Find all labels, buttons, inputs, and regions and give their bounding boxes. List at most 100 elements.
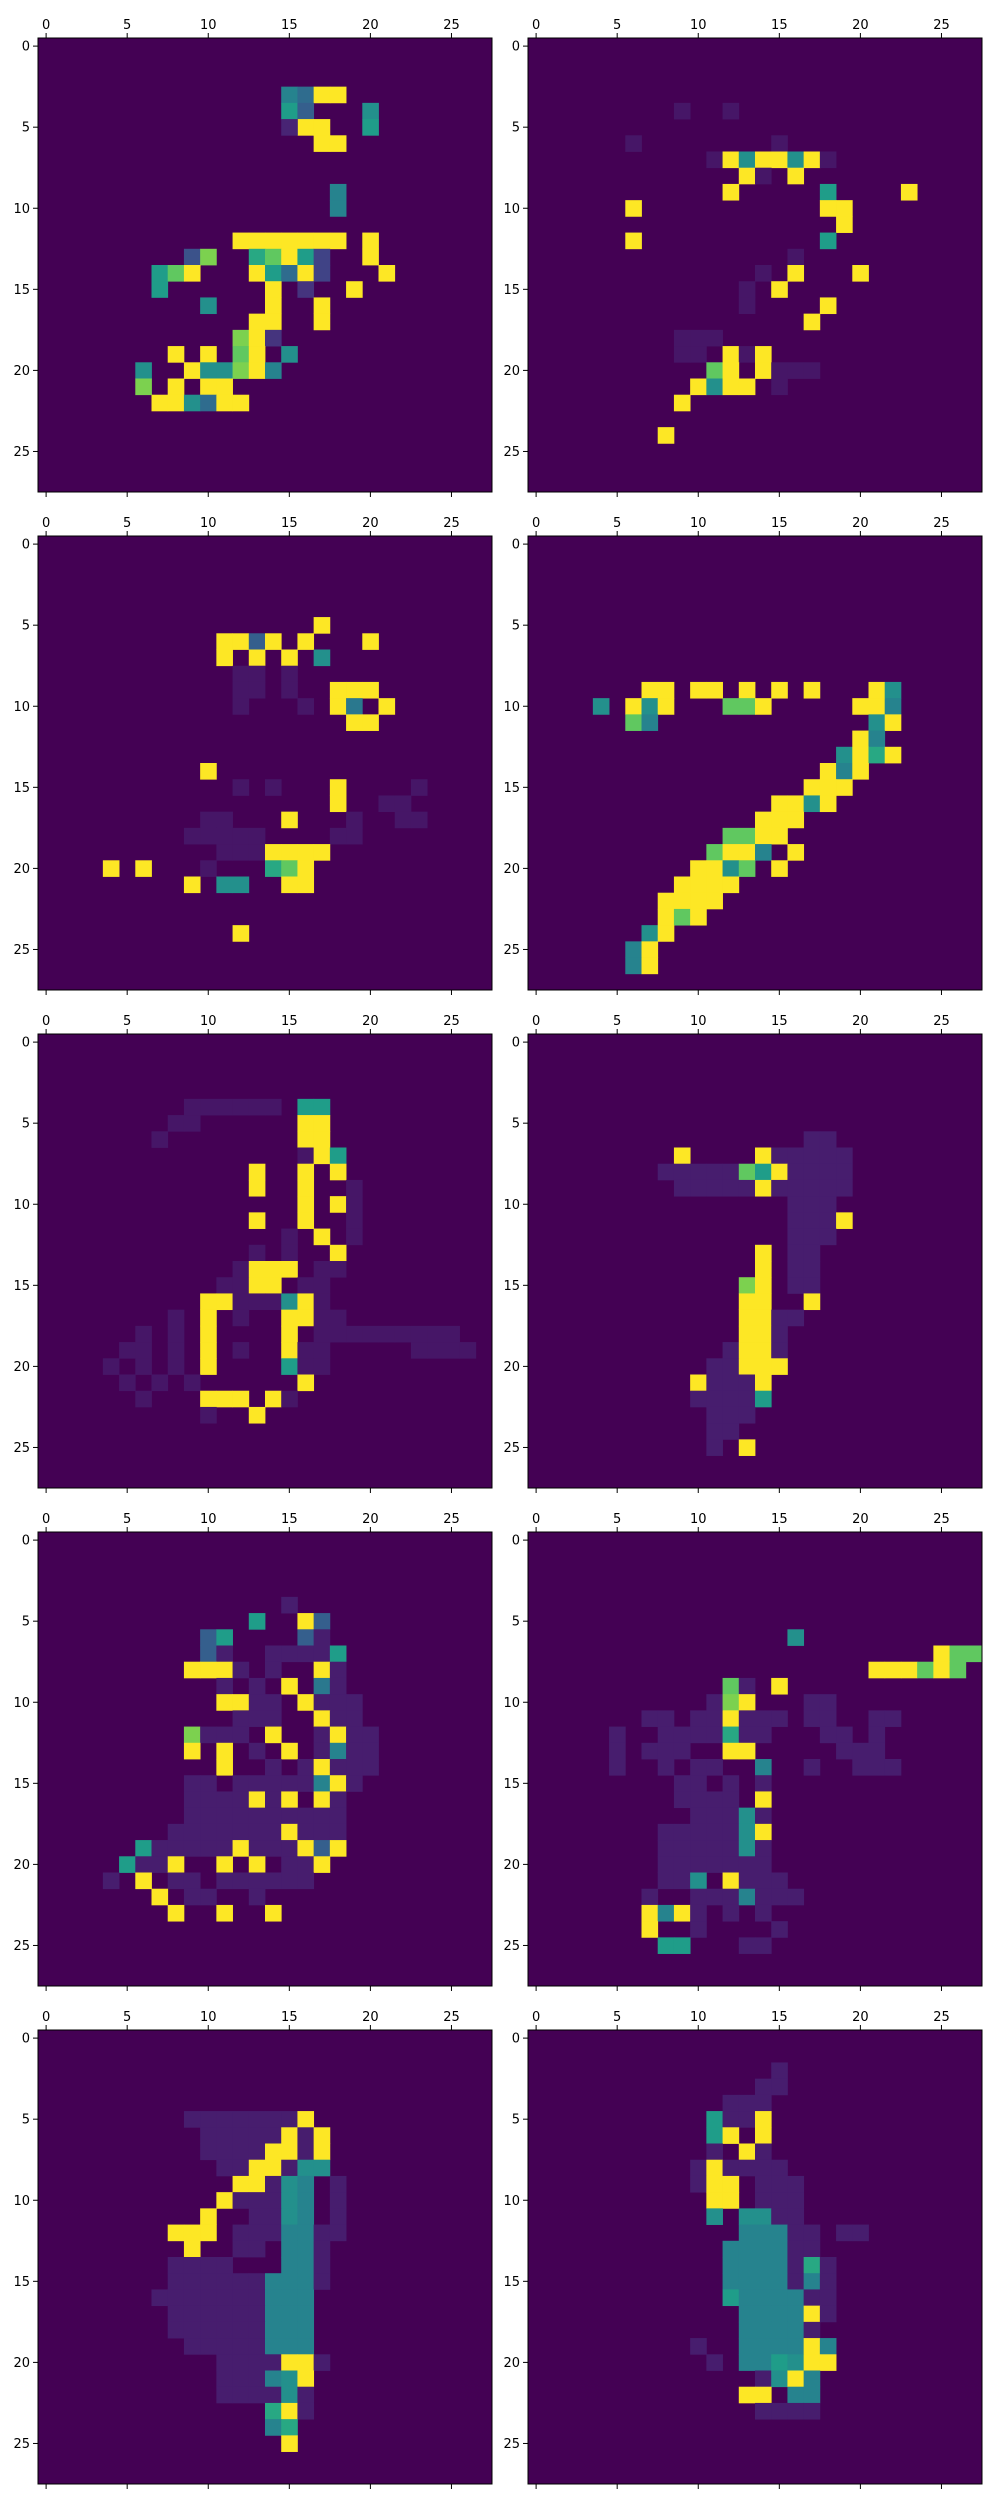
- heatmap-cell: [281, 649, 298, 667]
- heatmap-cell: [755, 2159, 772, 2177]
- heatmap-cell: [852, 265, 869, 282]
- heatmap-cell: [281, 2175, 298, 2193]
- heatmap-cell: [755, 827, 772, 845]
- heatmap-cell: [216, 362, 233, 379]
- heatmap-cell: [265, 1872, 282, 1890]
- heatmap-cell: [706, 1374, 723, 1392]
- heatmap-cell: [248, 2289, 266, 2307]
- heatmap-cell: [771, 2224, 788, 2242]
- y-tick-label: 15: [503, 1279, 520, 1294]
- y-tick-label: 0: [22, 2032, 30, 2047]
- heatmap-cell: [803, 1244, 821, 1262]
- heatmap-cell: [657, 1937, 675, 1954]
- x-tick-label: 10: [690, 1512, 707, 1527]
- heatmap-cell: [755, 265, 772, 282]
- heatmap-cell: [362, 232, 379, 250]
- heatmap-cell: [281, 2435, 298, 2452]
- heatmap-cell: [722, 1358, 740, 1375]
- heatmap-cell: [641, 714, 659, 731]
- y-tick-label: 0: [512, 1534, 520, 1549]
- x-tick-label: 15: [771, 1512, 788, 1527]
- heatmap-cell: [183, 1374, 201, 1392]
- heatmap-cell: [281, 1872, 298, 1890]
- heatmap-cell: [884, 1759, 902, 1776]
- y-tick-label: 0: [512, 40, 520, 55]
- heatmap-cell: [722, 378, 740, 396]
- heatmap-cell: [722, 1390, 740, 1408]
- heatmap-cell: [787, 2273, 805, 2290]
- heatmap-cell: [216, 2386, 233, 2404]
- heatmap-cell: [738, 1406, 756, 1424]
- heatmap-cell: [232, 1277, 250, 1294]
- heatmap-cell: [297, 1694, 315, 1711]
- heatmap-cell: [738, 1872, 756, 1890]
- x-tick-label: 15: [771, 18, 788, 33]
- heatmap-cell: [216, 2192, 233, 2209]
- heatmap-cell: [297, 1147, 315, 1165]
- y-tick-label: 10: [13, 1198, 30, 1213]
- heatmap-cell: [313, 2224, 331, 2242]
- heatmap-cell: [690, 892, 707, 910]
- heatmap-cell: [200, 1791, 217, 1809]
- heatmap-cell: [722, 1710, 740, 1727]
- heatmap-cell: [755, 2143, 772, 2161]
- heatmap-cell: [803, 1228, 821, 1246]
- heatmap-cell: [232, 362, 250, 379]
- heatmap-cell: [738, 1358, 756, 1375]
- heatmap-cell: [297, 2402, 315, 2420]
- heatmap-cell: [755, 1293, 772, 1311]
- heatmap-cell: [329, 183, 347, 201]
- heatmap-cell: [216, 2111, 233, 2128]
- heatmap-cell: [232, 1726, 250, 1744]
- heatmap-cell: [313, 1309, 331, 1327]
- heatmap-cell: [200, 2338, 217, 2355]
- x-tick-label: 0: [42, 516, 50, 531]
- heatmap-cell: [738, 297, 756, 315]
- heatmap-cell: [297, 2192, 315, 2209]
- heatmap-cell: [787, 1244, 805, 1262]
- heatmap-cell: [346, 1196, 363, 1213]
- heatmap-cell: [836, 746, 853, 764]
- heatmap-cell: [738, 2224, 756, 2242]
- heatmap-cell: [771, 1888, 788, 1906]
- heatmap-cell: [706, 2111, 723, 2128]
- heatmap-cell: [771, 2305, 788, 2323]
- x-tick-label: 0: [532, 1512, 540, 1527]
- heatmap-cell: [884, 1710, 902, 1727]
- heatmap-cell: [819, 1228, 837, 1246]
- x-tick-label: 0: [532, 18, 540, 33]
- heatmap-cell: [297, 1115, 315, 1132]
- heatmap-cell: [265, 2402, 282, 2420]
- heatmap-cell: [706, 1888, 723, 1906]
- heatmap-cell: [738, 1840, 756, 1857]
- heatmap-cell: [706, 1807, 723, 1825]
- heatmap-cell: [852, 1742, 869, 1760]
- heatmap-cell: [965, 1645, 983, 1663]
- heatmap-cell: [346, 1726, 363, 1744]
- heatmap-cell: [755, 844, 772, 861]
- heatmap-cell: [803, 1147, 821, 1165]
- heatmap-cell: [265, 2224, 282, 2242]
- heatmap-cell: [755, 2175, 772, 2193]
- heatmap-cell: [884, 698, 902, 715]
- heatmap-cell: [281, 1342, 298, 1359]
- x-tick-label: 15: [771, 2010, 788, 2025]
- heatmap-cell: [755, 1888, 772, 1906]
- heatmap-cell: [346, 1710, 363, 1727]
- heatmap-cell: [216, 1645, 233, 1663]
- heatmap-cell: [738, 1163, 756, 1181]
- heatmap-cell: [900, 183, 918, 201]
- heatmap-cell: [755, 2370, 772, 2388]
- heatmap-cell: [803, 313, 821, 331]
- heatmap-cell: [313, 86, 331, 104]
- heatmap-cell: [151, 281, 169, 298]
- heatmap-cell: [706, 2192, 723, 2209]
- heatmap-cell: [200, 297, 217, 315]
- heatmap-cell: [657, 925, 675, 942]
- heatmap-cell: [819, 1163, 837, 1181]
- heatmap-cell: [852, 2224, 869, 2242]
- heatmap-cell: [265, 1645, 282, 1663]
- heatmap-cell: [690, 1179, 707, 1197]
- heatmap-cell: [803, 2257, 821, 2274]
- heatmap-cell: [281, 346, 298, 363]
